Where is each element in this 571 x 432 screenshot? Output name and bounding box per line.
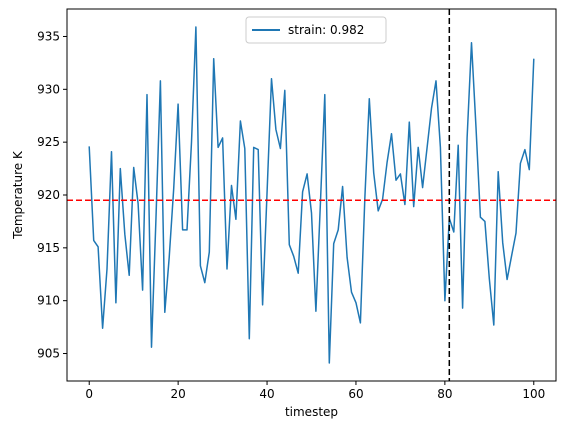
x-tick-label: 40	[259, 387, 274, 401]
x-tick-label: 0	[85, 387, 93, 401]
y-tick-label: 930	[37, 82, 60, 96]
y-tick-label: 915	[37, 241, 60, 255]
y-tick-label: 925	[37, 135, 60, 149]
x-tick-label: 80	[437, 387, 452, 401]
x-tick-label: 100	[522, 387, 545, 401]
plot-area	[67, 9, 556, 381]
y-tick-label: 920	[37, 188, 60, 202]
legend: strain: 0.982	[245, 16, 387, 44]
tick-layer: 0 20 40 60 80 100 905 910 915 920 925 930 935	[37, 29, 545, 401]
legend-label: strain: 0.982	[288, 23, 364, 37]
y-axis-label: Temperature K	[11, 150, 25, 240]
legend-box	[245, 16, 387, 44]
x-axis-label: timestep	[285, 405, 338, 419]
y-tick-label: 905	[37, 347, 60, 361]
x-tick-label: 60	[348, 387, 363, 401]
x-tick-label: 20	[170, 387, 185, 401]
y-tick-label: 935	[37, 29, 60, 43]
y-tick-label: 910	[37, 294, 60, 308]
